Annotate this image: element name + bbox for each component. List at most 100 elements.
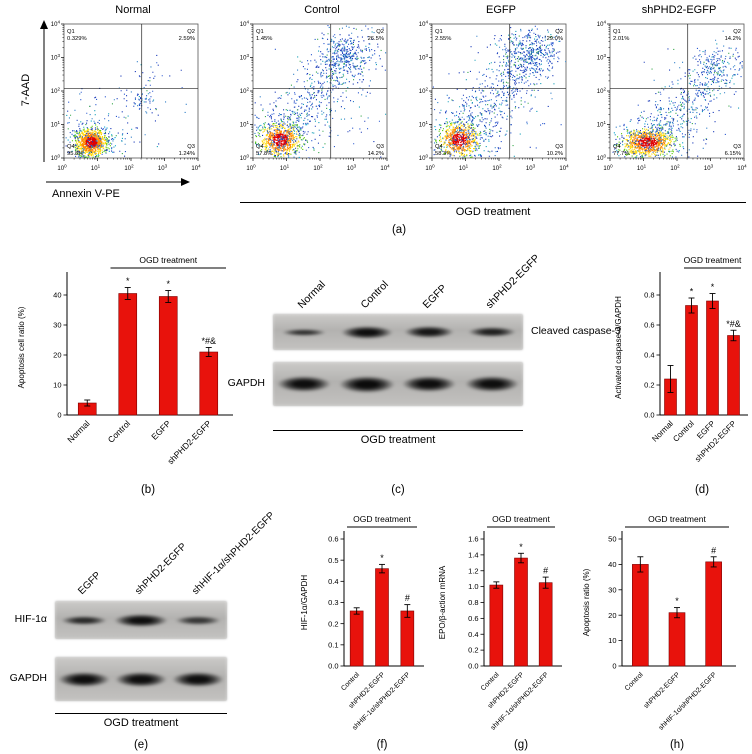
blot-row-label: Cleaved caspase-3 <box>531 325 621 337</box>
axis-tick-label: 102 <box>419 87 429 96</box>
axis-tick-label: 0.8 <box>644 291 654 300</box>
scatter-dots <box>612 47 743 158</box>
axis-tick-label: 104 <box>597 20 607 29</box>
panel-letter-e: (e) <box>133 739 149 751</box>
panel-letter-b: (b) <box>140 484 156 496</box>
protein-band <box>172 671 225 687</box>
protein-band <box>338 375 395 393</box>
significance-marker: # <box>405 593 410 603</box>
significance-marker: * <box>519 542 523 552</box>
axis-tick-label: 104 <box>51 20 61 29</box>
scatter-dots <box>614 43 740 152</box>
scatter-dots <box>254 27 383 158</box>
quadrant-label: Q1 <box>256 29 264 35</box>
flow-panel-egfp: EGFP 100 100 101 101 102 102 103 103 104 104 Q1 2.5… <box>404 4 572 194</box>
axis-tick-label: 103 <box>597 53 607 62</box>
axis-tick-label: 0 <box>57 411 61 420</box>
axis-tick-label: 101 <box>419 120 429 129</box>
axis-tick-label: 0.0 <box>644 411 654 420</box>
panel-letter-g: (g) <box>513 739 529 751</box>
quadrant-label: Q2 <box>376 29 384 35</box>
axis-tick-label: 0.2 <box>328 619 338 628</box>
significance-marker: *#& <box>726 319 741 329</box>
chart-title: OGD treatment <box>684 255 742 265</box>
axis-tick-label: 20 <box>608 611 616 620</box>
chart-title: OGD treatment <box>492 514 550 524</box>
lane-label: shHIF-1α/shPHD2-EGFP <box>190 510 278 597</box>
axis-tick-label: 1.2 <box>468 566 478 575</box>
quadrant-label: Q2 <box>187 29 195 35</box>
x-axis-arrow <box>46 178 190 186</box>
bar <box>668 612 686 667</box>
axis-tick-label: 100 <box>240 154 250 163</box>
category-label: Control <box>480 671 501 692</box>
axis-tick-label: 101 <box>51 120 61 129</box>
axis-tick-label: 0.4 <box>644 351 654 360</box>
blot-row-label: GAPDH <box>9 672 47 684</box>
hif-bar-chart: 0.0 0.1 0.2 0.3 0.4 0.5 0.6 HIF-1α/GAPDH Control… <box>298 511 426 743</box>
bar-chart: 0.0 0.2 0.4 0.6 0.8 Activated caspase-3/GAPDH… <box>614 255 748 464</box>
y-axis-arrow <box>40 20 48 162</box>
quadrant-label: Q2 <box>555 29 563 35</box>
quadrant-label: Q4 <box>67 144 76 150</box>
protein-band <box>57 671 110 687</box>
axis-tick-label: 102 <box>240 87 250 96</box>
axis-tick-label: 103 <box>158 164 168 173</box>
significance-marker: * <box>126 276 130 286</box>
category-label: Control <box>340 671 361 692</box>
significance-marker: # <box>543 566 548 576</box>
blot-strip <box>55 657 227 701</box>
blot-strip <box>55 601 227 639</box>
axis-tick-label: 104 <box>737 164 747 173</box>
scatter-points <box>254 25 387 158</box>
axis-tick-label: 1.0 <box>468 582 478 591</box>
epo-bar-chart: 0.0 0.2 0.4 0.6 0.8 1.0 1.2 1.4 1.6 EPO/β-action … <box>436 511 564 743</box>
axis-tick-label: 0.0 <box>468 662 478 671</box>
blot-strip <box>273 314 523 350</box>
quadrant-value: 10.2% <box>547 151 563 157</box>
scatter-dots <box>451 133 468 147</box>
axis-tick-label: 10 <box>608 636 616 645</box>
axis-tick-label: 40 <box>608 560 616 569</box>
protein-band <box>175 615 222 625</box>
axis-tick-label: 0.1 <box>328 640 338 649</box>
axis-tick-label: 100 <box>246 164 256 173</box>
axis-tick-label: 102 <box>124 164 134 173</box>
axis-tick-label: 0.4 <box>328 577 338 586</box>
scatter-dots <box>433 27 561 158</box>
axis-tick-label: 101 <box>91 164 101 173</box>
axis-tick-label: 104 <box>191 164 201 173</box>
significance-marker: * <box>380 553 384 563</box>
category-label: Control <box>671 419 696 444</box>
flow-panel-control: Control 100 100 101 101 102 102 103 103 104 104 Q1… <box>225 4 393 194</box>
quadrant-value: 2.55% <box>435 36 451 42</box>
flow-plot-host: 100 100 101 101 102 102 103 103 104 104 Q1 2.55% Q2 2… <box>404 18 572 194</box>
apoptosis-ratio-bar-chart: 0 10 20 30 40 50 Apoptosis ratio (%) Control * sh… <box>580 511 738 743</box>
axis-tick-label: 0 <box>612 662 616 671</box>
quadrant-label: Q3 <box>187 144 195 150</box>
panel-letter-h: (h) <box>669 739 685 751</box>
bar <box>632 564 649 667</box>
panel-letter-f: (f) <box>376 739 388 751</box>
axis-tick-label: 100 <box>597 154 607 163</box>
y-axis-title: HIF-1α/GAPDH <box>300 575 309 631</box>
axis-tick-label: 100 <box>419 154 429 163</box>
ogd-treatment-label: OGD treatment <box>455 206 531 218</box>
quadrant-value: 14.2% <box>725 36 741 42</box>
axis-tick-label: 104 <box>559 164 569 173</box>
scatter-dots <box>266 128 295 152</box>
bar <box>706 300 719 416</box>
lane-label: Control <box>358 278 391 311</box>
scatter-points <box>612 30 743 158</box>
lane-label: EGFP <box>75 569 103 597</box>
bar <box>375 568 389 667</box>
bar <box>514 557 528 667</box>
chart-title: OGD treatment <box>353 514 411 524</box>
axis-tick-label: 30 <box>608 585 616 594</box>
scatter-dots <box>67 62 183 158</box>
scatter-points <box>432 25 566 158</box>
protein-band <box>464 376 519 392</box>
axis-tick-label: 100 <box>603 164 613 173</box>
panel-letter-d: (d) <box>694 484 710 496</box>
